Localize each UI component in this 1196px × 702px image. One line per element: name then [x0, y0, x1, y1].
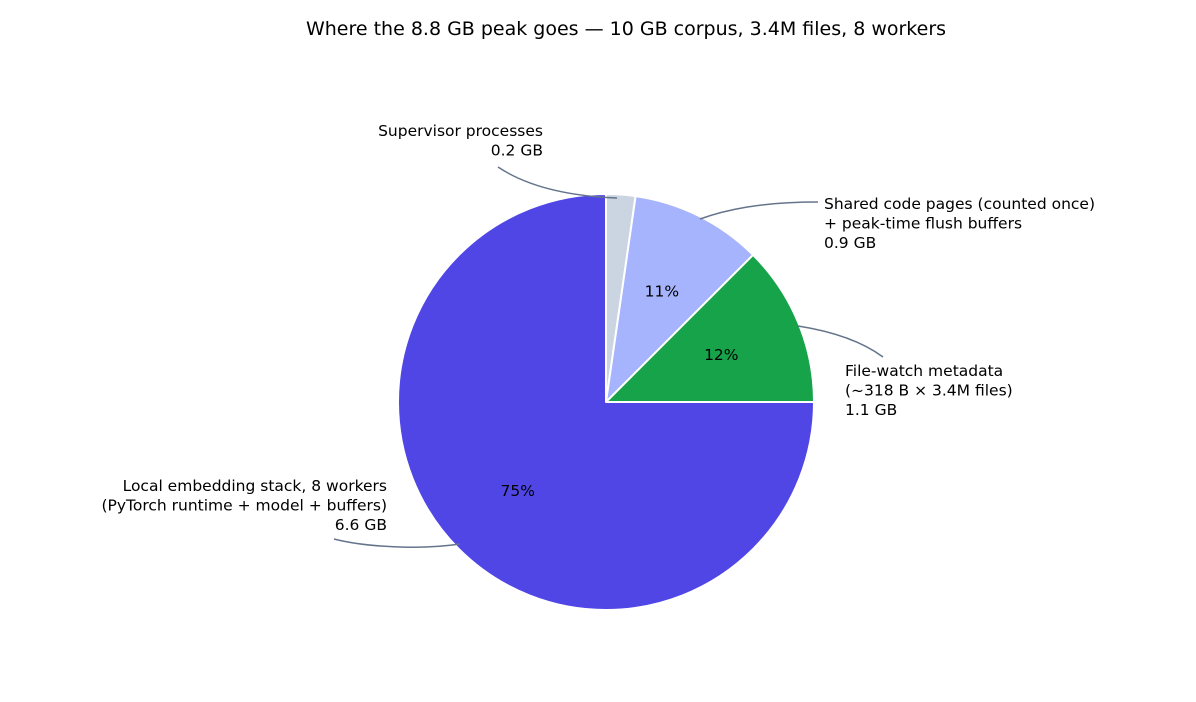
slice-label-filewatch: File-watch metadata (~318 B × 3.4M files)… [845, 362, 1013, 419]
leader-lines [333, 166, 884, 548]
slice-label-line: Shared code pages (counted once) [824, 195, 1095, 213]
percent-label-embedding: 75% [501, 482, 535, 500]
slice-label-line: 0.2 GB [491, 142, 543, 160]
pie-slice-filewatch [605, 253, 815, 403]
slice-label-line: Supervisor processes [378, 122, 543, 140]
slice-label-line: 0.9 GB [824, 234, 876, 252]
percent-label-shared: 11% [645, 282, 679, 300]
slice-label-line: Local embedding stack, 8 workers [123, 477, 387, 495]
slice-labels: Supervisor processes 0.2 GB Shared code pa… [101, 122, 1095, 534]
percent-labels: 11% 12% 75% [501, 282, 739, 500]
pie-slices [397, 193, 815, 611]
pie-slice-embedding [397, 193, 815, 611]
percent-label-filewatch: 12% [704, 346, 738, 364]
slice-label-line: 6.6 GB [335, 516, 387, 534]
leader-line-supervisor [497, 166, 618, 199]
slice-label-line: (PyTorch runtime + model + buffers) [101, 497, 387, 515]
slice-label-line: (~318 B × 3.4M files) [845, 382, 1013, 400]
slice-label-line: + peak-time flush buffers [824, 215, 1022, 233]
slice-label-line: File-watch metadata [845, 362, 1003, 380]
leader-line-filewatch [797, 325, 884, 358]
slice-label-line: 1.1 GB [845, 401, 897, 419]
slice-label-embedding: Local embedding stack, 8 workers (PyTorch… [101, 477, 387, 534]
leader-line-shared [699, 201, 819, 220]
chart-title: Where the 8.8 GB peak goes — 10 GB corpu… [306, 18, 946, 40]
pie-slice-shared [605, 195, 755, 403]
slice-label-shared: Shared code pages (counted once) + peak-t… [824, 195, 1095, 252]
leader-line-embedding [333, 538, 461, 548]
slice-label-supervisor: Supervisor processes 0.2 GB [378, 122, 543, 160]
